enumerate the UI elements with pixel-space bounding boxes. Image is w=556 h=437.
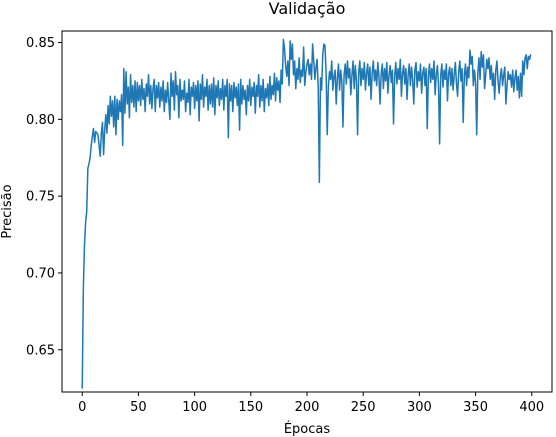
x-axis-title: Épocas <box>284 421 331 437</box>
y-axis-title: Precisão <box>0 184 15 238</box>
x-tick-label: 250 <box>351 400 376 415</box>
y-tick-label: 0.85 <box>26 36 55 51</box>
y-tick-label: 0.65 <box>26 343 55 358</box>
x-tick-label: 0 <box>78 400 86 415</box>
x-axis-ticks: 0 50 100 150 200 250 300 350 400 <box>78 392 544 415</box>
series-line-validation <box>81 38 532 389</box>
chart-title: Validação <box>269 0 346 18</box>
x-tick-label: 300 <box>407 400 432 415</box>
x-tick-label: 100 <box>182 400 207 415</box>
y-tick-label: 0.75 <box>26 190 55 205</box>
x-tick-label: 200 <box>295 400 320 415</box>
y-axis-ticks: 0.65 0.70 0.75 0.80 0.85 <box>26 36 62 358</box>
plot-area <box>81 38 532 389</box>
y-tick-label: 0.70 <box>26 266 55 281</box>
x-tick-label: 50 <box>130 400 147 415</box>
x-tick-label: 150 <box>238 400 263 415</box>
x-tick-label: 350 <box>463 400 488 415</box>
y-tick-label: 0.80 <box>26 113 55 128</box>
x-tick-label: 400 <box>519 400 544 415</box>
